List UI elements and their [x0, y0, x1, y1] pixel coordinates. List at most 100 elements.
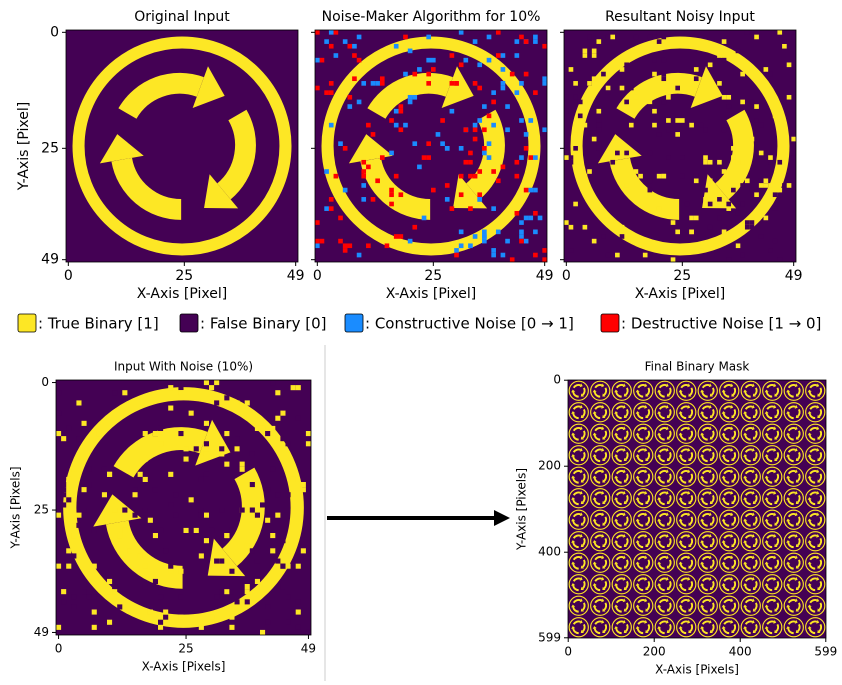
- image-tile: [633, 380, 655, 402]
- noise-pixel: [707, 62, 713, 68]
- image-tile: [676, 423, 698, 445]
- noise-pixel: [568, 248, 574, 253]
- y-tick-label: 0: [50, 24, 59, 40]
- noise-pixel: [564, 146, 569, 151]
- image-tile: [654, 402, 676, 424]
- image-tile: [762, 617, 784, 639]
- noise-pixel: [265, 604, 271, 610]
- image: [315, 30, 547, 262]
- image-tile: [783, 531, 805, 553]
- noise-pixel: [731, 155, 736, 160]
- image-tile: [611, 445, 633, 467]
- noise-pixel: [698, 248, 704, 253]
- noise-pixel: [295, 609, 301, 615]
- x-tick-label: 49: [536, 268, 554, 284]
- noise-pixel: [735, 48, 741, 54]
- noise-pixel: [198, 476, 204, 482]
- noise-pixel: [735, 159, 741, 165]
- image-tile: [740, 552, 762, 574]
- image-tile: [590, 380, 612, 402]
- noise-pixel: [735, 201, 741, 207]
- noise-pixel: [295, 415, 301, 421]
- noise-pixel: [342, 146, 348, 151]
- noise-pixel: [768, 159, 773, 165]
- noise-pixel: [596, 122, 602, 128]
- noise-pixel: [122, 390, 128, 396]
- noise-pixel: [352, 76, 357, 82]
- noise-pixel: [721, 127, 727, 133]
- noise-pixel: [412, 141, 418, 146]
- y-tick-label: 200: [538, 459, 561, 473]
- noise-pixel: [295, 385, 301, 391]
- noise-pixel: [707, 197, 713, 202]
- noise-pixel: [772, 238, 778, 244]
- noise-pixel: [352, 53, 357, 58]
- noise-pixel: [342, 187, 348, 193]
- noise-pixel: [670, 257, 676, 262]
- noise-pixel: [81, 589, 87, 595]
- noise-pixel: [596, 118, 602, 123]
- x-tick-label: 400: [729, 645, 752, 659]
- image-tile: [697, 509, 719, 531]
- image-tile: [740, 380, 762, 402]
- image-tile: [590, 402, 612, 424]
- noise-pixel: [523, 39, 529, 44]
- noise-pixel: [533, 229, 538, 235]
- noise-pixel: [661, 99, 667, 105]
- noise-pixel: [449, 53, 455, 58]
- noise-pixel: [375, 178, 380, 184]
- noise-pixel: [333, 173, 339, 179]
- noise-pixel: [398, 127, 404, 133]
- image-tile: [783, 445, 805, 467]
- noise-pixel: [107, 589, 113, 595]
- image-tile: [633, 552, 655, 574]
- image-frame: [563, 29, 797, 263]
- noise-pixel: [703, 127, 708, 133]
- noise-pixel: [491, 99, 496, 105]
- x-tick-label: 49: [301, 642, 316, 656]
- noise-pixel: [389, 150, 394, 156]
- noise-pixel: [573, 132, 578, 137]
- noise-pixel: [285, 563, 291, 569]
- image-tile: [654, 574, 676, 596]
- noise-pixel: [81, 487, 87, 493]
- y-tick-label: 49: [41, 252, 59, 268]
- noise-pixel: [782, 43, 787, 49]
- noise-pixel: [661, 173, 667, 179]
- image-tile: [654, 617, 676, 639]
- noise-pixel: [661, 57, 667, 63]
- noise-pixel: [76, 436, 82, 442]
- noise-pixel: [605, 150, 611, 156]
- noise-pixel: [519, 81, 524, 86]
- noise-pixel: [214, 400, 220, 406]
- noise-pixel: [112, 390, 118, 396]
- image-tile: [590, 466, 612, 488]
- noise-pixel: [500, 164, 506, 170]
- noise-pixel: [666, 127, 671, 133]
- noise-pixel: [519, 34, 524, 40]
- noise-pixel: [421, 155, 427, 160]
- panel-title: Final Binary Mask: [645, 360, 750, 374]
- noise-pixel: [209, 385, 215, 391]
- noise-pixel: [168, 405, 174, 411]
- noise-pixel: [454, 81, 459, 86]
- noise-pixel: [523, 238, 529, 244]
- noise-pixel: [168, 471, 174, 477]
- x-tick-label: 25: [178, 642, 193, 656]
- noise-pixel: [758, 122, 764, 128]
- noise-pixel: [137, 553, 143, 559]
- noise-pixel: [66, 425, 72, 431]
- noise-pixel: [458, 30, 464, 35]
- noise-pixel: [582, 173, 588, 179]
- noise-pixel: [209, 614, 215, 620]
- noise-pixel: [472, 173, 478, 179]
- noise-pixel: [786, 183, 792, 188]
- noise-pixel: [577, 113, 583, 119]
- noise-pixel: [568, 155, 574, 160]
- noise-pixel: [280, 538, 286, 544]
- image-tile: [740, 488, 762, 510]
- image-tile: [611, 423, 633, 445]
- noise-pixel: [224, 584, 230, 590]
- noise-pixel: [564, 220, 569, 225]
- noise-pixel: [601, 234, 606, 239]
